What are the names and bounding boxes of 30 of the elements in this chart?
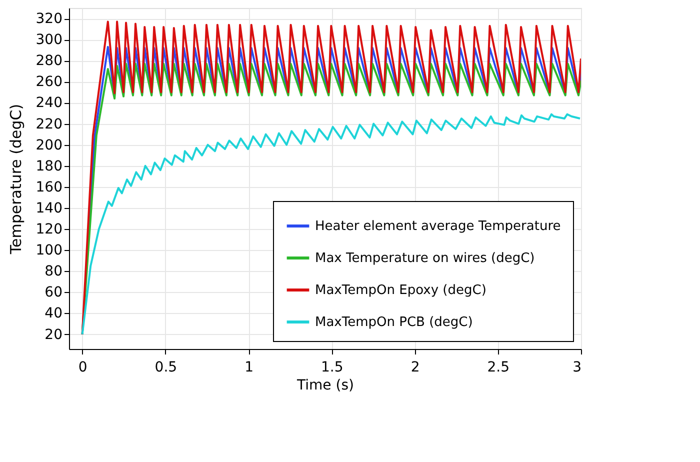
line-series	[81, 113, 581, 336]
x-tick-label: 3	[572, 360, 582, 376]
x-tick-label: 1.5	[321, 360, 344, 376]
legend-label: Heater element average Temperature	[315, 219, 561, 234]
x-tick-label: 0.5	[154, 360, 178, 376]
y-tick-label: 280	[36, 53, 62, 70]
x-tick-label: 0	[78, 360, 88, 376]
y-tick-label: 80	[44, 264, 62, 280]
legend-label: Max Temperature on wires (degC)	[315, 251, 535, 266]
y-tick-label: 320	[36, 11, 62, 28]
x-tick-label: 1	[244, 360, 254, 376]
y-tick-label: 220	[36, 116, 62, 132]
y-tick-label: 180	[36, 158, 62, 174]
y-tick-label: 140	[36, 200, 62, 216]
y-tick-label: 260	[36, 74, 62, 90]
x-axis-title: Time (s)	[296, 378, 354, 394]
y-tick-label: 300	[36, 32, 62, 48]
y-tick-label: 120	[36, 222, 62, 238]
x-tick-label: 2	[410, 360, 420, 376]
legend-label: MaxTempOn Epoxy (degC)	[315, 283, 486, 298]
y-tick-label: 160	[36, 179, 62, 196]
x-tick-label: 2.5	[487, 360, 510, 376]
legend-label: MaxTempOn PCB (degC)	[315, 315, 473, 330]
y-tick-label: 100	[36, 242, 62, 259]
y-tick-label: 240	[36, 95, 62, 112]
y-tick-label: 200	[36, 137, 62, 154]
y-tick-label: 40	[44, 306, 62, 322]
y-tick-label: 60	[44, 284, 62, 301]
y-axis-title: Temperature (degC)	[6, 104, 25, 256]
y-tick-label: 20	[44, 326, 62, 343]
